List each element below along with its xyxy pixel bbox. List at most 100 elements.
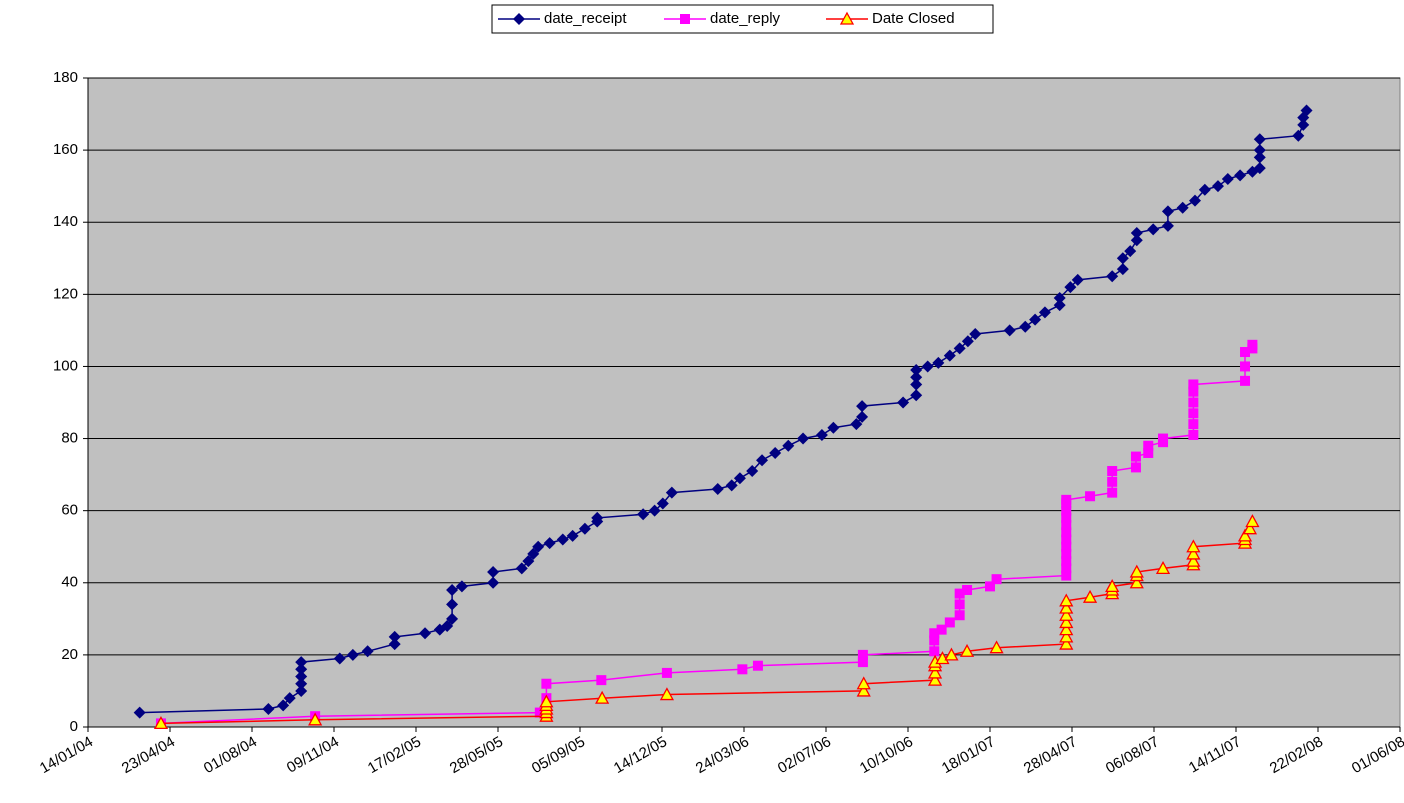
point <box>897 396 910 409</box>
series <box>153 514 1260 730</box>
point <box>1253 151 1266 164</box>
point <box>1240 375 1251 386</box>
point <box>1186 553 1201 567</box>
point <box>543 537 556 550</box>
point <box>566 529 579 542</box>
x-tick-label: 23/04/04 <box>119 733 178 777</box>
x-tick-label: 28/05/05 <box>447 733 506 777</box>
point <box>1116 252 1129 265</box>
point <box>737 664 748 675</box>
point <box>1240 347 1251 358</box>
legend-label: date_reply <box>710 10 781 27</box>
point <box>596 675 607 686</box>
point <box>797 432 810 445</box>
point <box>1059 629 1074 643</box>
point <box>782 439 795 452</box>
point <box>954 588 965 599</box>
point <box>487 576 500 589</box>
point <box>1147 223 1160 236</box>
point <box>388 638 401 651</box>
point <box>1253 144 1266 157</box>
point <box>665 486 678 499</box>
x-tick-label: 02/07/06 <box>775 733 834 777</box>
series <box>133 104 1313 719</box>
point <box>1116 263 1129 276</box>
point <box>1053 291 1066 304</box>
point <box>1082 589 1098 603</box>
point <box>1245 514 1260 528</box>
point <box>856 676 871 690</box>
point <box>1188 419 1199 430</box>
point <box>1061 534 1072 545</box>
point <box>936 624 947 635</box>
point <box>1188 429 1199 440</box>
point <box>1071 273 1084 286</box>
point <box>277 699 290 712</box>
point <box>1155 560 1171 575</box>
legend-label: Date Closed <box>872 10 955 27</box>
y-tick-label: 120 <box>53 285 78 302</box>
point <box>446 612 459 625</box>
x-tick-label: 09/11/04 <box>284 733 342 776</box>
point <box>446 598 459 611</box>
point <box>1247 339 1258 350</box>
y-tick-label: 180 <box>53 69 78 86</box>
point <box>1061 541 1072 552</box>
y-tick-label: 160 <box>53 141 78 158</box>
point <box>1189 194 1201 207</box>
point <box>1253 133 1266 146</box>
point <box>1198 183 1211 196</box>
point <box>1061 512 1072 523</box>
y-tick-label: 80 <box>61 430 78 447</box>
point <box>746 465 759 478</box>
point <box>446 583 459 596</box>
x-tick-label: 14/11/07 <box>1186 733 1244 776</box>
legend-marker <box>513 13 525 25</box>
point <box>1061 527 1072 538</box>
point <box>935 651 950 665</box>
point <box>927 672 943 686</box>
x-tick-label: 05/09/05 <box>529 733 588 777</box>
point <box>419 627 432 640</box>
point <box>595 690 610 704</box>
point <box>648 504 661 517</box>
point <box>295 677 308 690</box>
point <box>857 657 868 668</box>
point <box>1107 466 1118 477</box>
point <box>1188 408 1199 419</box>
point <box>1237 528 1253 542</box>
point <box>985 581 995 592</box>
point <box>283 692 296 705</box>
x-tick-label: 06/08/07 <box>1103 733 1162 777</box>
point <box>1129 564 1144 578</box>
x-tick-label: 14/01/04 <box>37 733 96 777</box>
point <box>910 364 923 377</box>
point <box>295 684 308 697</box>
point <box>1130 451 1141 462</box>
x-tick-label: 28/04/07 <box>1021 733 1080 777</box>
point <box>1085 491 1096 502</box>
point <box>929 646 940 657</box>
point <box>1176 201 1189 214</box>
point <box>1038 306 1051 319</box>
point <box>1130 462 1141 473</box>
point <box>1143 440 1154 451</box>
point <box>441 620 454 633</box>
point <box>1061 494 1072 505</box>
point <box>1130 234 1143 247</box>
point <box>153 716 169 730</box>
point <box>541 678 552 689</box>
point <box>725 479 738 492</box>
point <box>1059 622 1074 636</box>
point <box>1019 320 1032 333</box>
point <box>532 540 545 553</box>
point <box>295 663 308 676</box>
point <box>927 665 943 679</box>
point <box>989 640 1004 654</box>
point <box>1234 169 1247 182</box>
point <box>1221 172 1234 185</box>
point <box>961 335 974 348</box>
point <box>1188 386 1199 397</box>
point <box>1105 579 1120 593</box>
